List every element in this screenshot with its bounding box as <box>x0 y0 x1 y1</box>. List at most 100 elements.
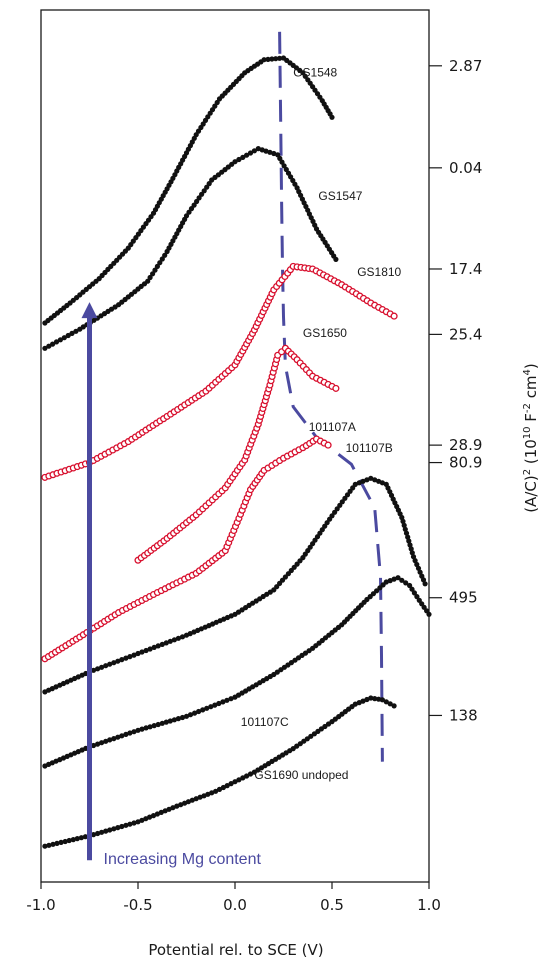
data-point <box>415 565 422 571</box>
x-tick-label: -0.5 <box>123 896 152 914</box>
data-point <box>372 477 378 483</box>
data-point <box>197 794 203 800</box>
data-point <box>409 586 415 592</box>
series-label: GS1547 <box>318 189 362 203</box>
series-101107c: 101107C <box>42 575 432 769</box>
data-point <box>399 577 405 583</box>
data-point <box>236 777 242 783</box>
data-point <box>402 526 408 532</box>
data-point <box>329 114 335 120</box>
data-point <box>73 328 79 334</box>
data-point <box>42 843 48 849</box>
data-point <box>90 742 97 749</box>
data-point <box>209 790 215 796</box>
data-point <box>103 663 109 669</box>
data-point <box>159 641 165 648</box>
data-point <box>401 522 407 529</box>
data-point <box>360 478 366 484</box>
data-point <box>150 813 157 819</box>
data-point <box>420 577 427 583</box>
data-point <box>147 724 153 730</box>
data-point <box>95 830 101 837</box>
data-point <box>139 649 145 655</box>
data-point <box>167 718 173 724</box>
data-point <box>139 817 145 823</box>
y-axis-title-part: cm <box>522 375 540 403</box>
data-point <box>403 530 410 536</box>
data-point <box>178 802 184 808</box>
data-point <box>90 667 97 673</box>
data-point <box>379 480 385 486</box>
series-label: GS1650 <box>303 326 347 340</box>
data-point <box>123 731 129 738</box>
data-point <box>99 829 105 835</box>
data-point <box>151 644 157 651</box>
data-point <box>383 579 389 585</box>
data-point <box>399 514 405 521</box>
data-point <box>127 821 133 827</box>
data-point <box>228 696 234 702</box>
data-point <box>240 154 246 160</box>
data-point <box>364 477 370 483</box>
offset-tick-label: 25.4 <box>449 325 482 343</box>
data-point <box>273 56 279 62</box>
data-point <box>261 57 267 63</box>
data-point <box>171 717 177 723</box>
data-point <box>147 646 153 652</box>
y-axis-title-superscript: 2 <box>522 469 533 475</box>
data-point <box>411 590 417 596</box>
data-point <box>247 150 254 156</box>
mg-arrow-group: Increasing Mg content <box>81 302 261 868</box>
data-point <box>183 713 190 719</box>
data-point <box>61 335 67 341</box>
data-point <box>111 660 117 666</box>
data-point <box>368 475 374 481</box>
data-point <box>103 738 109 744</box>
data-point <box>185 799 191 805</box>
data-point <box>131 820 137 826</box>
data-point <box>352 481 358 487</box>
data-point <box>228 781 234 787</box>
data-point <box>119 823 125 830</box>
y-axis-title-part: (10 <box>522 439 540 469</box>
data-point <box>175 635 181 641</box>
peak-trend-dashed-line <box>278 31 384 762</box>
data-point <box>232 779 238 785</box>
data-point <box>390 312 398 320</box>
data-point <box>139 726 145 732</box>
data-point <box>82 834 88 840</box>
series-101107b: 101107B <box>42 441 428 695</box>
data-point <box>57 337 64 343</box>
series-gs1548: GS1548 <box>42 55 338 326</box>
data-point <box>135 727 141 733</box>
data-point <box>143 725 149 731</box>
data-point <box>417 569 423 575</box>
data-point <box>408 546 414 552</box>
mg-arrow-head <box>81 302 98 319</box>
offset-tick-label: 17.4 <box>449 260 482 278</box>
data-point <box>147 814 153 820</box>
data-point <box>216 786 223 793</box>
data-point <box>267 149 273 155</box>
offset-tick-label: 138 <box>449 706 478 724</box>
data-point <box>269 56 275 62</box>
data-point <box>244 773 250 779</box>
data-point <box>123 655 129 661</box>
data-point <box>224 697 230 703</box>
y-axis-title-part: (A/C) <box>522 475 540 513</box>
data-point <box>407 542 413 548</box>
x-tick-label: 1.0 <box>417 896 441 914</box>
data-point <box>158 809 164 816</box>
x-tick-label: 0.0 <box>223 896 247 914</box>
data-point <box>151 723 157 729</box>
y-axis-title-part: ) <box>522 363 540 369</box>
data-point <box>62 838 68 845</box>
data-point <box>196 708 202 715</box>
series-label: GS1690 undoped <box>254 768 348 782</box>
data-point <box>150 271 156 277</box>
x-axis: -1.0 -0.5 0.0 0.5 1.0 <box>26 882 441 914</box>
data-point <box>189 797 195 803</box>
data-point <box>422 581 428 587</box>
x-tick-label: 0.5 <box>320 896 344 914</box>
